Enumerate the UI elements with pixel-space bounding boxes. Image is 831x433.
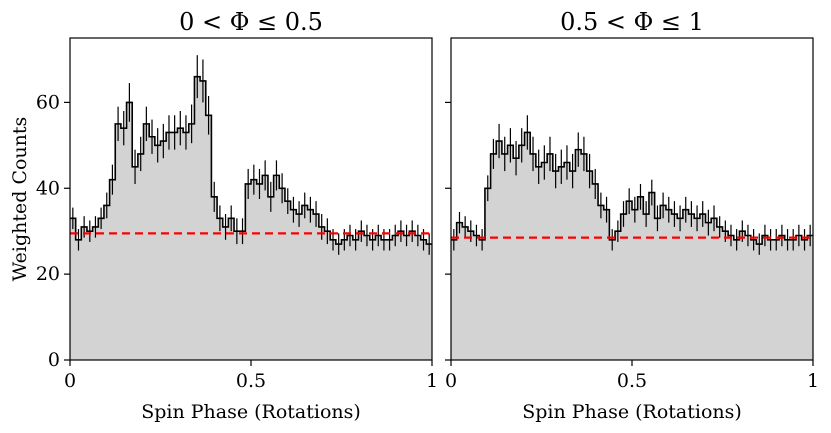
- plot-content: [451, 115, 813, 360]
- x-tick-label: 0.5: [617, 370, 647, 392]
- histogram-fill: [451, 132, 813, 360]
- x-axis-label: Spin Phase (Rotations): [141, 401, 361, 423]
- panel-right: 0.5 < Φ ≤ 1 Spin Phase (Rotations) 0 0.5 1: [445, 8, 819, 423]
- x-tick-label: 0: [445, 370, 457, 392]
- y-tick-label: 40: [36, 177, 60, 199]
- x-tick-label: 1: [426, 370, 438, 392]
- panel-left: 0 < Φ ≤ 0.5 Spin Phase (Rotations) Weigh…: [9, 8, 438, 423]
- y-tick-label: 60: [36, 91, 60, 113]
- x-tick-label: 0: [64, 370, 76, 392]
- y-tick-label: 20: [36, 263, 60, 285]
- y-tick-label: 0: [48, 349, 60, 371]
- x-tick-label: 1: [807, 370, 819, 392]
- panel-title: 0.5 < Φ ≤ 1: [560, 8, 704, 36]
- histogram-fill: [70, 76, 432, 360]
- plot-content: [70, 55, 432, 360]
- histogram-step-line: [70, 75, 432, 245]
- x-axis-label: Spin Phase (Rotations): [522, 401, 742, 423]
- y-axis-label: Weighted Counts: [9, 117, 31, 282]
- panel-title: 0 < Φ ≤ 0.5: [179, 8, 323, 36]
- x-tick-label: 0.5: [236, 370, 266, 392]
